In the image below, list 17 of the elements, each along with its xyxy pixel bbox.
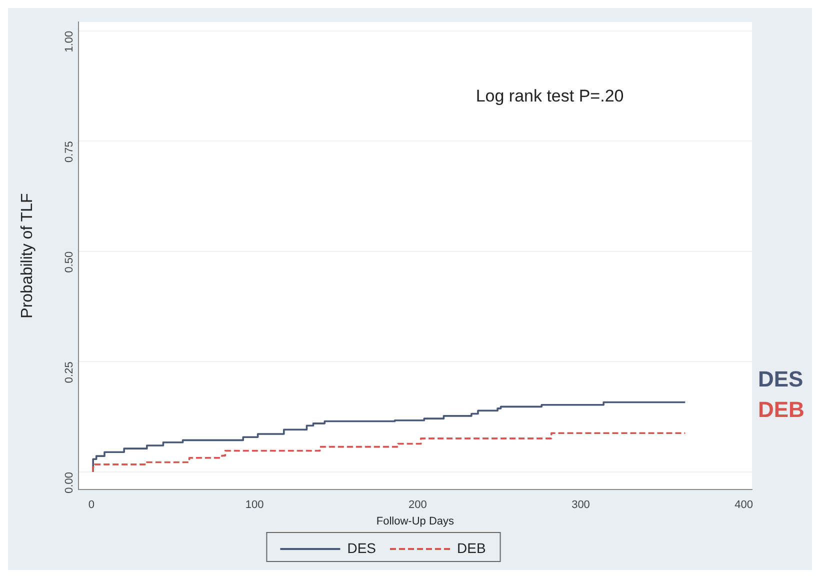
y-tick-label: 0.50 bbox=[63, 251, 76, 273]
y-axis-title: Probability of TLF bbox=[19, 193, 36, 318]
y-tick-label: 0.25 bbox=[63, 362, 76, 384]
y-tick-label: 0.00 bbox=[63, 472, 76, 494]
y-tick-label: 1.00 bbox=[63, 30, 76, 52]
x-axis-title: Follow-Up Days bbox=[376, 515, 455, 528]
x-tick-label: 400 bbox=[734, 499, 754, 512]
text: DES bbox=[758, 366, 804, 392]
x-tick-label: 200 bbox=[408, 499, 427, 512]
text: DEB bbox=[758, 397, 804, 422]
x-tick-label: 100 bbox=[245, 499, 264, 512]
y-tick-label: 0.75 bbox=[63, 141, 76, 163]
x-tick-label: 300 bbox=[572, 499, 590, 512]
annotation: Log rank test P=.20 bbox=[476, 86, 624, 106]
x-tick-label: 0 bbox=[88, 499, 95, 512]
legend-label: DES bbox=[347, 540, 376, 556]
legend-label: DEB bbox=[457, 540, 486, 556]
